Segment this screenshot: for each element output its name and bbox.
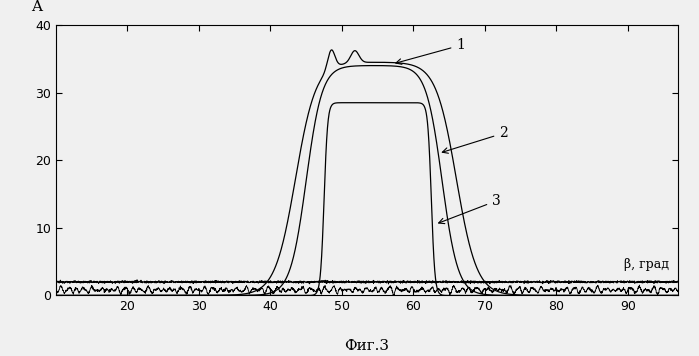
Text: Фиг.3: Фиг.3	[345, 339, 389, 353]
Text: 2: 2	[442, 126, 508, 153]
Text: 1: 1	[396, 38, 466, 64]
Text: β, град: β, град	[624, 258, 669, 271]
Text: 3: 3	[439, 194, 501, 224]
Text: A: A	[31, 0, 42, 14]
